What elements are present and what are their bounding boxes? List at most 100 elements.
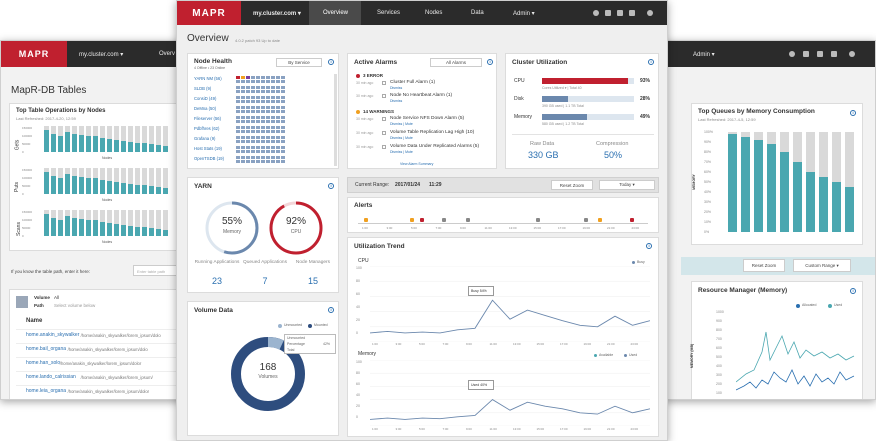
alarm-name[interactable]: Node Service NFS Down Alarm (5) [390, 116, 465, 121]
node-dot[interactable] [256, 120, 260, 123]
node-dot[interactable] [251, 120, 255, 123]
node-dot[interactable] [256, 106, 260, 109]
node-dot[interactable] [236, 100, 240, 103]
alarm-checkbox[interactable] [382, 117, 386, 121]
node-dot[interactable] [281, 136, 285, 139]
main-user-icon[interactable] [647, 10, 653, 16]
main-bell-icon[interactable] [617, 10, 623, 16]
node-dot[interactable] [281, 96, 285, 99]
node-dot[interactable] [281, 120, 285, 123]
node-dot[interactable] [261, 126, 265, 129]
node-dot[interactable] [276, 146, 280, 149]
alarm-actions[interactable]: Dismiss | Mute [390, 122, 413, 126]
alarm-checkbox[interactable] [382, 131, 386, 135]
node-dot[interactable] [241, 156, 245, 159]
node-dot[interactable] [266, 86, 270, 89]
alert-marker[interactable] [466, 218, 470, 222]
node-dot[interactable] [266, 116, 270, 119]
node-dot[interactable] [256, 86, 260, 89]
node-dot[interactable] [236, 80, 240, 83]
node-dot[interactable] [271, 150, 275, 153]
node-dot[interactable] [241, 126, 245, 129]
node-dot[interactable] [251, 106, 255, 109]
node-dot[interactable] [276, 160, 280, 163]
node-dot[interactable] [271, 146, 275, 149]
node-dot[interactable] [261, 96, 265, 99]
node-dot[interactable] [271, 160, 275, 163]
node-dot[interactable] [266, 156, 270, 159]
node-dot[interactable] [246, 110, 250, 113]
alarms-filter-select[interactable]: All Alarms [430, 58, 482, 67]
node-dot[interactable] [241, 76, 245, 79]
node-dot[interactable] [281, 150, 285, 153]
node-dot[interactable] [246, 126, 250, 129]
main-message-icon[interactable] [605, 10, 611, 16]
node-service-link[interactable]: OpenTSDB (19) [194, 156, 225, 161]
node-dot[interactable] [281, 146, 285, 149]
node-dot[interactable] [241, 150, 245, 153]
node-dot[interactable] [261, 90, 265, 93]
node-dot[interactable] [266, 120, 270, 123]
message-icon[interactable] [803, 51, 809, 57]
node-dot[interactable] [256, 130, 260, 133]
node-dot[interactable] [276, 116, 280, 119]
node-dot[interactable] [261, 86, 265, 89]
node-dot[interactable] [256, 110, 260, 113]
alert-marker[interactable] [584, 218, 588, 222]
node-dot[interactable] [256, 150, 260, 153]
view-alarm-summary-link[interactable]: View Alarm Summary [400, 162, 434, 166]
alarm-name[interactable]: Node No Heartbeat Alarm (1) [390, 93, 453, 98]
volume-name-link[interactable]: home.anakin_skywalker [26, 332, 80, 338]
node-dot[interactable] [256, 146, 260, 149]
node-service-link[interactable]: YARN NM (56) [194, 76, 222, 81]
node-dot[interactable] [266, 100, 270, 103]
main-reset-zoom-button[interactable]: Reset Zoom [551, 180, 593, 190]
node-dot[interactable] [236, 106, 240, 109]
nav-tab-overview[interactable]: Overview [323, 10, 349, 16]
alert-marker[interactable] [598, 218, 602, 222]
node-dot[interactable] [276, 90, 280, 93]
alert-marker[interactable] [420, 218, 424, 222]
node-dot[interactable] [236, 86, 240, 89]
node-dot[interactable] [241, 100, 245, 103]
alarm-name[interactable]: Volume Data Under Replicated Alarms (5) [390, 144, 480, 149]
node-dot[interactable] [271, 140, 275, 143]
volume-name-link[interactable]: home.lando_calrissian [26, 374, 76, 380]
node-dot[interactable] [281, 160, 285, 163]
node-dot[interactable] [266, 106, 270, 109]
alarm-actions[interactable]: Dismiss [390, 99, 403, 103]
node-dot[interactable] [276, 110, 280, 113]
left-cluster-select[interactable]: my.cluster.com ▾ [79, 52, 124, 58]
node-dot[interactable] [261, 110, 265, 113]
node-dot[interactable] [266, 126, 270, 129]
alert-marker[interactable] [536, 218, 540, 222]
alarm-actions[interactable]: Dismiss | Mute [390, 150, 413, 154]
node-dot[interactable] [266, 110, 270, 113]
node-dot[interactable] [251, 150, 255, 153]
node-dot[interactable] [261, 146, 265, 149]
nav-tab-services[interactable]: Services [377, 10, 401, 16]
node-dot[interactable] [266, 136, 270, 139]
node-dot[interactable] [266, 146, 270, 149]
node-dot[interactable] [266, 80, 270, 83]
node-dot[interactable] [256, 80, 260, 83]
alarm-actions[interactable]: Dismiss | Mute [390, 136, 413, 140]
node-dot[interactable] [246, 90, 250, 93]
alarm-checkbox[interactable] [382, 81, 386, 85]
alarm-checkbox[interactable] [382, 145, 386, 149]
node-dot[interactable] [261, 76, 265, 79]
node-dot[interactable] [271, 100, 275, 103]
node-dot[interactable] [271, 80, 275, 83]
home-icon[interactable] [16, 296, 28, 308]
node-dot[interactable] [246, 130, 250, 133]
node-dot[interactable] [241, 86, 245, 89]
node-dot[interactable] [236, 120, 240, 123]
node-dot[interactable] [266, 76, 270, 79]
queues-info-icon[interactable]: i [850, 110, 856, 116]
node-dot[interactable] [251, 140, 255, 143]
node-dot[interactable] [246, 160, 250, 163]
bell-icon[interactable] [817, 51, 823, 57]
node-dot[interactable] [271, 76, 275, 79]
node-dot[interactable] [276, 96, 280, 99]
utilization-info-icon[interactable]: i [648, 59, 654, 65]
